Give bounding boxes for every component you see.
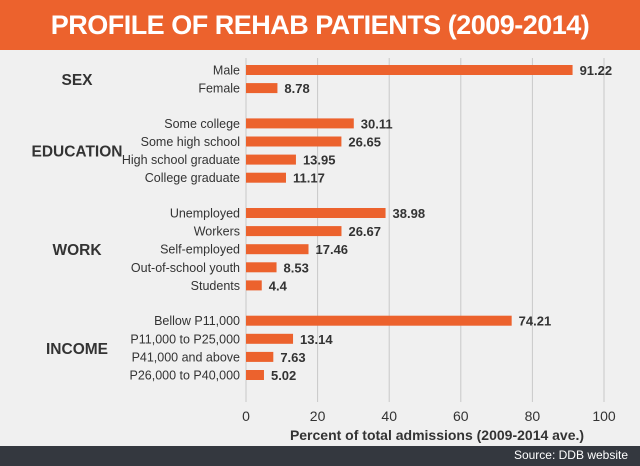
x-tick-label: 100 <box>592 408 616 424</box>
group-label: SEX <box>61 72 93 89</box>
category-label: P26,000 to P40,000 <box>129 369 240 383</box>
category-label: Workers <box>194 225 240 239</box>
bar <box>246 172 286 183</box>
category-label: Out-of-school youth <box>131 261 240 275</box>
data-label: 8.78 <box>284 81 309 96</box>
category-label: Female <box>198 82 240 96</box>
category-label: P11,000 to P25,000 <box>130 332 240 346</box>
data-label: 26.67 <box>348 224 381 239</box>
bar <box>246 333 294 344</box>
category-label: Students <box>191 279 240 293</box>
data-label: 8.53 <box>284 260 309 275</box>
data-label: 74.21 <box>519 314 552 329</box>
group-label: INCOME <box>46 341 108 358</box>
x-tick-label: 40 <box>381 408 397 424</box>
bar <box>246 83 278 94</box>
data-label: 30.11 <box>361 116 393 131</box>
category-label: College graduate <box>145 171 240 185</box>
data-label: 26.65 <box>348 135 381 150</box>
title-bar: PROFILE OF REHAB PATIENTS (2009-2014) <box>0 0 640 50</box>
bar <box>246 262 277 273</box>
category-label: P41,000 and above <box>132 350 240 364</box>
data-label: 38.98 <box>393 206 426 221</box>
data-label: 91.22 <box>580 63 613 78</box>
data-label: 13.95 <box>303 153 336 168</box>
category-label: Self-employed <box>160 243 240 257</box>
group-label: EDUCATION <box>32 144 123 161</box>
x-tick-label: 0 <box>242 408 250 424</box>
data-label: 7.63 <box>280 350 305 365</box>
category-label: High school graduate <box>122 153 240 167</box>
x-tick-label: 20 <box>310 408 326 424</box>
data-label: 5.02 <box>271 368 296 383</box>
bar <box>246 118 354 129</box>
data-label: 11.17 <box>293 171 325 186</box>
group-label: WORK <box>52 242 102 259</box>
x-tick-label: 80 <box>525 408 541 424</box>
category-label: Male <box>213 64 240 78</box>
category-label: Unemployed <box>170 207 240 221</box>
bar <box>246 208 386 218</box>
category-label: Some college <box>164 117 240 131</box>
bar <box>246 351 274 362</box>
bar <box>246 136 342 147</box>
x-axis-title: Percent of total admissions (2009-2014 a… <box>290 427 584 443</box>
bar-chart: 0 20 40 60 80 100 Percent of total admissions … <box>32 58 616 443</box>
bar <box>246 154 296 165</box>
category-label: Some high school <box>141 135 240 149</box>
x-tick-label: 60 <box>453 408 469 424</box>
source-note: Source: DDB website <box>513 448 628 462</box>
footer-bar: Source: DDB website <box>0 446 640 466</box>
bar <box>246 280 262 291</box>
bar <box>246 65 573 75</box>
chart-title: PROFILE OF REHAB PATIENTS (2009-2014) <box>50 9 590 40</box>
data-label: 17.46 <box>316 242 349 257</box>
bar <box>246 315 512 326</box>
bar <box>246 370 264 380</box>
bar <box>246 244 309 255</box>
bar <box>246 226 342 237</box>
data-label: 4.4 <box>269 278 288 293</box>
data-label: 13.14 <box>300 332 333 347</box>
category-label: Bellow P11,000 <box>154 314 240 328</box>
